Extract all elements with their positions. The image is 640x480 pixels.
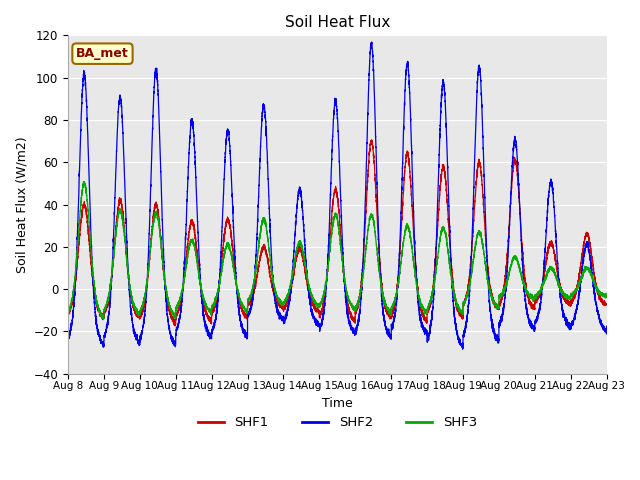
SHF2: [458, 344, 465, 349]
SHF2: [319, 314, 327, 320]
SHF3: [473, 233, 481, 239]
SHF2: [247, 303, 255, 309]
SHF1: [64, 308, 72, 314]
SHF3: [573, 284, 581, 289]
SHF3: [64, 311, 72, 316]
SHF1: [458, 312, 466, 318]
SHF2: [64, 336, 72, 342]
SHF2: [603, 324, 611, 329]
SHF1: [473, 169, 481, 175]
SHF3: [247, 291, 255, 297]
Line: SHF2: SHF2: [68, 42, 607, 349]
SHF1: [172, 323, 179, 329]
SHF3: [580, 270, 588, 276]
SHF1: [247, 298, 255, 303]
SHF1: [368, 137, 376, 143]
SHF2: [580, 253, 588, 259]
Line: SHF1: SHF1: [68, 140, 607, 326]
Line: SHF3: SHF3: [68, 182, 607, 319]
SHF3: [603, 293, 611, 299]
SHF2: [573, 302, 581, 308]
SHF2: [368, 39, 376, 45]
SHF3: [80, 179, 88, 185]
SHF2: [473, 87, 481, 93]
SHF1: [603, 301, 611, 307]
Title: Soil Heat Flux: Soil Heat Flux: [285, 15, 390, 30]
SHF3: [319, 296, 327, 301]
Text: BA_met: BA_met: [76, 47, 129, 60]
SHF2: [459, 346, 467, 352]
X-axis label: Time: Time: [322, 397, 353, 410]
Legend: SHF1, SHF2, SHF3: SHF1, SHF2, SHF3: [192, 411, 483, 435]
SHF1: [580, 240, 588, 246]
SHF3: [99, 316, 107, 322]
SHF1: [573, 283, 581, 289]
SHF3: [458, 309, 466, 314]
Y-axis label: Soil Heat Flux (W/m2): Soil Heat Flux (W/m2): [15, 136, 28, 273]
SHF1: [319, 302, 327, 308]
